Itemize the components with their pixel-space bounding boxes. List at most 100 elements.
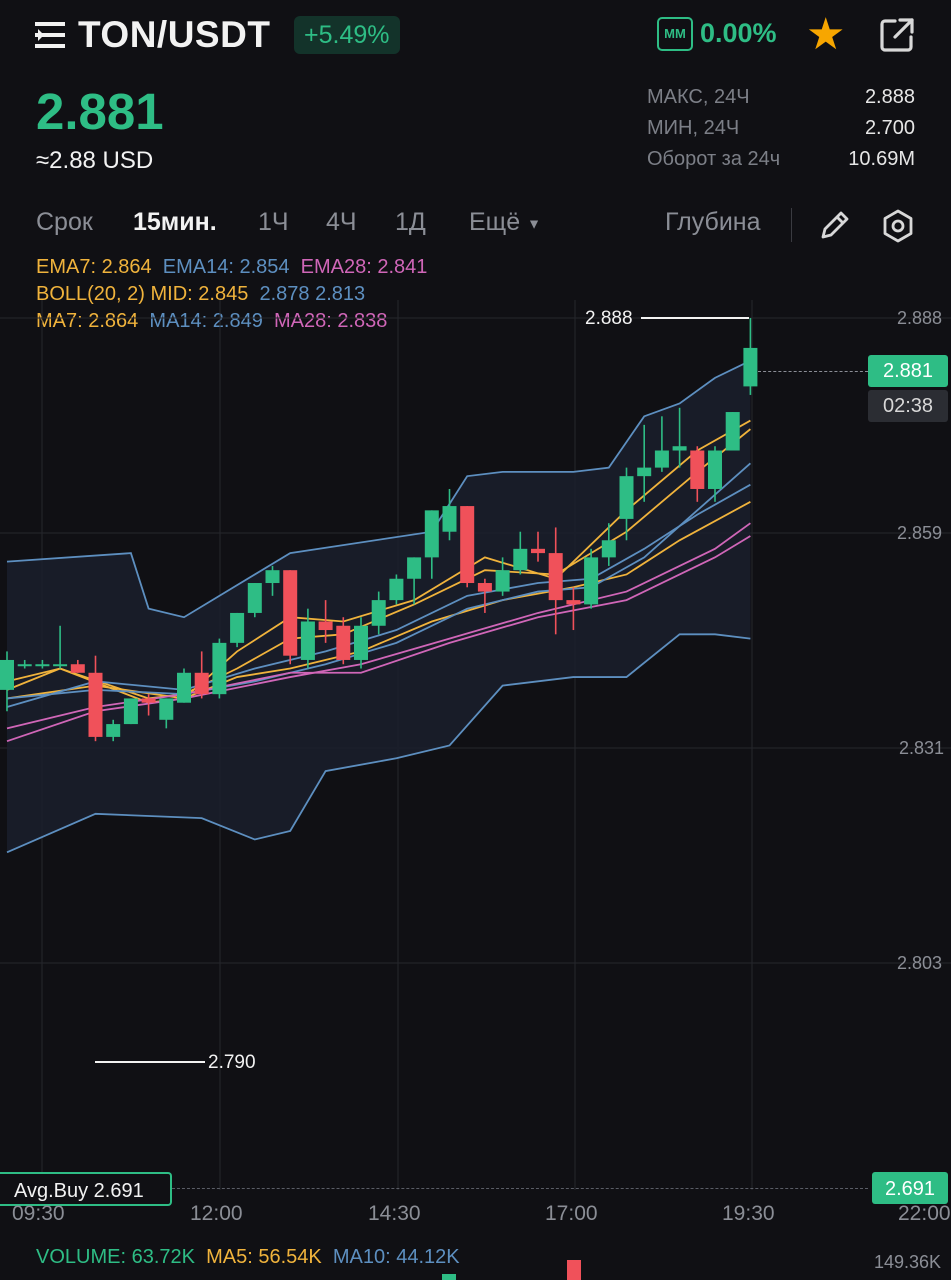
tab-15min[interactable]: 15мин. — [133, 208, 217, 236]
candle-body — [53, 664, 68, 667]
candle-body — [424, 510, 439, 558]
x-tick: 22:00 — [898, 1202, 951, 1225]
stat-low-value: 2.700 — [864, 117, 915, 139]
candle-body — [123, 698, 138, 725]
indicator-line — [6, 483, 751, 708]
ema7-label: EMA7: 2.864 — [36, 256, 152, 278]
candle-body — [247, 583, 262, 613]
change-badge: +5.49% — [294, 16, 400, 54]
y-tick: 2.831 — [899, 738, 945, 758]
stat-high-value: 2.888 — [864, 86, 915, 108]
settings-icon[interactable] — [880, 208, 916, 249]
countdown-tag: 02:38 — [868, 390, 948, 422]
caret-down-icon: ▼ — [527, 215, 541, 232]
stat-turnover-value: 10.69M — [848, 148, 915, 170]
volume-legend: VOLUME: 63.72K MA5: 56.54K MA10: 44.12K — [36, 1246, 460, 1269]
candle-body — [336, 625, 351, 660]
candle-body — [477, 583, 492, 592]
indicator-line — [6, 359, 751, 619]
candle-body — [531, 548, 545, 554]
candle-body — [35, 664, 50, 667]
x-tick: 09:30 — [12, 1202, 65, 1225]
ma28-label: MA28: 2.838 — [273, 310, 388, 332]
boll-upper-label: 2.878 — [259, 283, 310, 305]
high-marker: 2.888 — [585, 308, 633, 329]
ema28-label: EMA28: 2.841 — [300, 256, 428, 278]
mm-value[interactable]: 0.00% — [700, 18, 777, 48]
candle-body — [283, 570, 298, 656]
stat-low-label: МИН, 24Ч — [647, 117, 740, 139]
candle-body — [0, 659, 14, 690]
volume-axis-max: 149.36K — [874, 1252, 942, 1272]
avg-buy-tag: 2.691 — [872, 1172, 948, 1204]
candle-body — [106, 724, 121, 737]
volume-bar — [567, 1260, 581, 1280]
menu-icon[interactable] — [35, 22, 65, 48]
y-tick: 2.803 — [897, 953, 943, 973]
candle-body — [88, 672, 103, 737]
candle-body — [584, 557, 599, 605]
candle-body — [177, 672, 191, 703]
candle-body — [654, 450, 669, 468]
candle-body — [548, 553, 563, 601]
candle-body — [212, 642, 227, 695]
current-price-line — [758, 371, 868, 372]
x-tick: 17:00 — [545, 1202, 598, 1225]
boll-legend: BOLL(20, 2) MID: 2.845 2.878 2.813 — [36, 283, 365, 306]
candle-body — [194, 672, 209, 695]
boll-lower-label: 2.813 — [315, 283, 366, 305]
candle-body — [265, 570, 280, 584]
depth-tab[interactable]: Глубина — [665, 208, 761, 236]
current-price-tag: 2.881 — [868, 355, 948, 387]
indicator-line — [6, 633, 751, 854]
avg-buy-box — [0, 1172, 172, 1206]
ema-legend: EMA7: 2.864 EMA14: 2.854 EMA28: 2.841 — [36, 256, 427, 279]
candle-body — [300, 621, 315, 660]
candle-body — [318, 621, 333, 631]
candle-body — [708, 450, 722, 489]
candle-body — [601, 540, 616, 558]
ma14-label: MA14: 2.849 — [149, 310, 263, 332]
divider — [791, 208, 792, 242]
indicator-line — [6, 522, 751, 743]
x-tick: 19:30 — [722, 1202, 775, 1225]
candle-body — [371, 600, 386, 626]
candle-body — [725, 412, 740, 451]
candlestick-chart[interactable] — [0, 300, 951, 1200]
candle-body — [672, 446, 687, 451]
avg-buy-line — [172, 1188, 868, 1189]
term-label: Срок — [36, 208, 93, 236]
volume-label: VOLUME: 63.72K — [36, 1246, 195, 1268]
indicator-line — [6, 535, 751, 730]
candle-body — [70, 664, 85, 673]
candle-body — [513, 548, 528, 571]
y-tick: 2.859 — [897, 523, 943, 543]
tab-1d[interactable]: 1Д — [395, 208, 426, 236]
stat-high-label: МАКС, 24Ч — [647, 86, 750, 108]
candle-body — [619, 476, 634, 519]
candle-body — [743, 347, 758, 387]
candle-body — [230, 612, 245, 643]
pencil-icon[interactable] — [818, 208, 852, 247]
high-marker-line — [641, 317, 749, 319]
volume-ma10-label: MA10: 44.12K — [332, 1246, 460, 1268]
candle-body — [17, 664, 32, 667]
tab-4h[interactable]: 4Ч — [326, 208, 357, 236]
tab-1h[interactable]: 1Ч — [258, 208, 289, 236]
ma-legend: MA7: 2.864 MA14: 2.849 MA28: 2.838 — [36, 310, 387, 333]
candle-body — [354, 625, 368, 660]
candle-body — [141, 698, 156, 703]
avg-buy-label: Avg.Buy 2.691 — [14, 1180, 144, 1202]
mm-icon[interactable]: MM — [657, 17, 693, 51]
star-icon[interactable]: ★ — [806, 10, 846, 59]
candle-body — [389, 578, 404, 601]
candle-body — [407, 557, 422, 579]
ema14-label: EMA14: 2.854 — [162, 256, 290, 278]
last-price: 2.881 — [36, 83, 164, 140]
pair-title[interactable]: TON/USDT — [78, 14, 271, 55]
share-icon[interactable] — [878, 16, 916, 54]
y-tick: 2.888 — [897, 308, 943, 328]
candle-body — [690, 450, 705, 489]
tab-more[interactable]: Ещё ▼ — [469, 208, 541, 237]
candle-body — [460, 506, 475, 584]
